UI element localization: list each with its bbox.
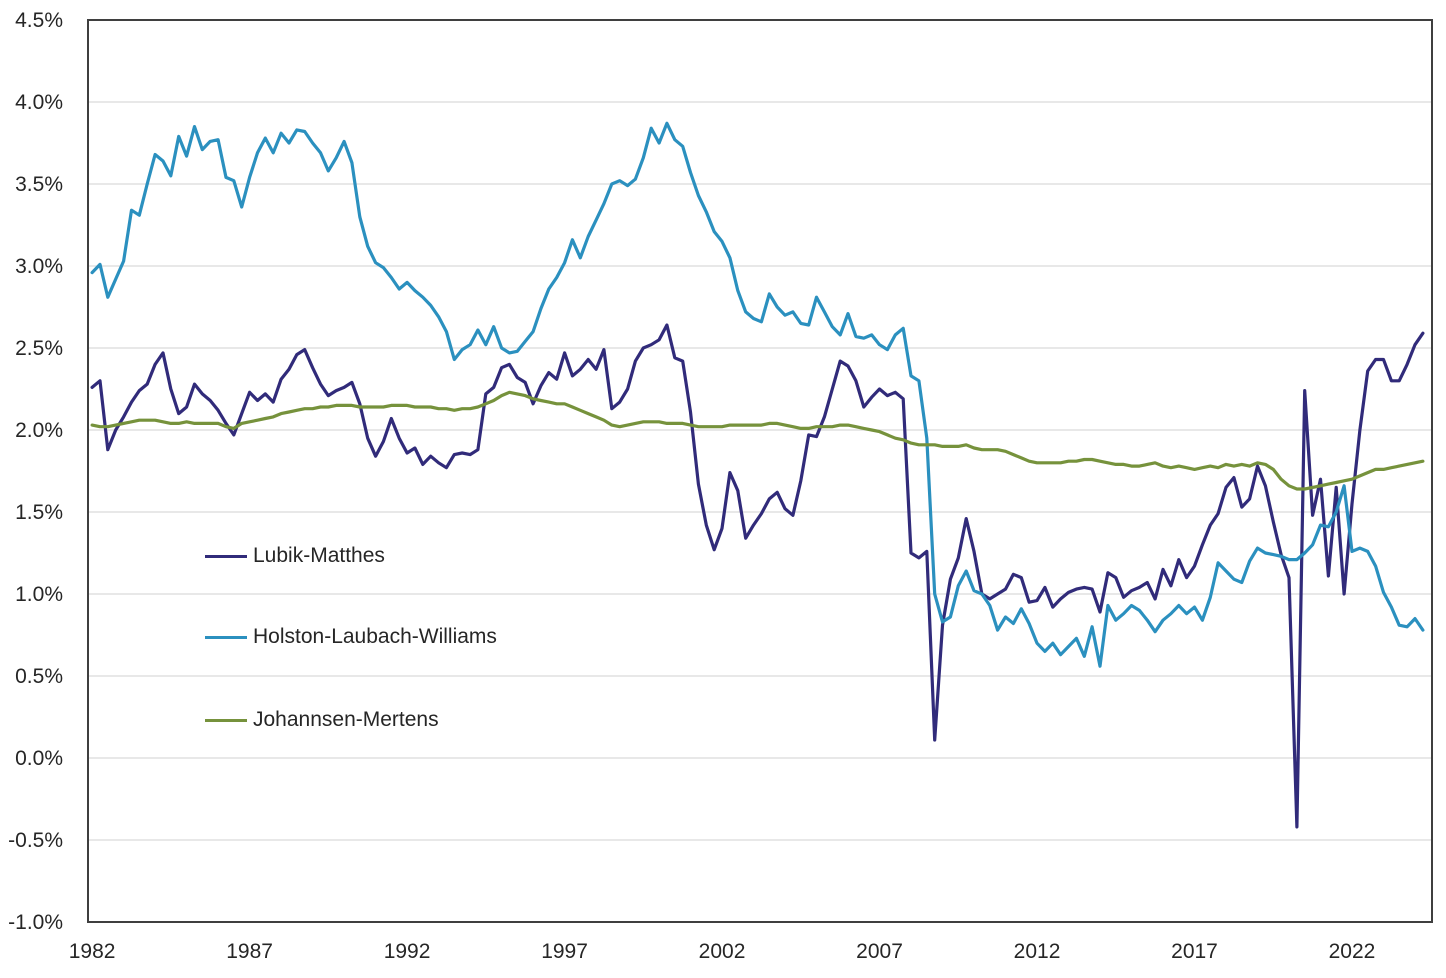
legend-label: Holston-Laubach-Williams [253,625,497,648]
x-tick-label: 1992 [384,940,431,963]
x-tick-label: 1982 [69,940,116,963]
plot-border [87,19,1433,923]
legend-item-lubik-matthes: Lubik-Matthes [205,544,385,568]
y-tick-label: 0.0% [15,747,63,770]
x-tick-label: 2017 [1171,940,1218,963]
y-tick-label: -0.5% [8,829,63,852]
legend-swatch-holston-laubach-williams [205,635,247,639]
series-lines [90,121,1425,829]
legend-swatch-lubik-matthes [205,554,247,558]
x-tick-label: 2007 [856,940,903,963]
y-axis-labels: 4.5% 4.0% 3.5% 3.0% 2.5% 2.0% 1.5% 1.0% 0.5% 0.0%… [8,9,63,934]
series-line-holston-laubach-williams [90,121,1425,668]
x-tick-label: 1997 [541,940,588,963]
legend-swatch-johannsen-mertens [205,718,247,722]
x-tick-label: 2022 [1329,940,1376,963]
legend-label: Lubik-Matthes [253,544,385,567]
x-tick-label: 2002 [699,940,746,963]
x-tick-label: 1987 [226,940,273,963]
y-tick-label: 1.5% [15,501,63,524]
y-tick-label: 4.5% [15,9,63,32]
y-tick-label: 0.5% [15,665,63,688]
y-tick-label: 3.0% [15,255,63,278]
series-line-johannsen-mertens [90,390,1425,491]
y-tick-label: 2.0% [15,419,63,442]
legend-item-holston-laubach-williams: Holston-Laubach-Williams [205,625,497,649]
series-line-lubik-matthes [90,323,1425,829]
y-tick-label: 1.0% [15,583,63,606]
gridlines [88,19,1432,923]
y-tick-label: 3.5% [15,173,63,196]
legend-item-johannsen-mertens: Johannsen-Mertens [205,708,439,732]
x-tick-label: 2012 [1014,940,1061,963]
y-tick-label: -1.0% [8,911,63,934]
x-axis-labels: 1982 1987 1992 1997 2002 2007 2012 2017 2022 [69,940,1376,963]
y-tick-label: 2.5% [15,337,63,360]
y-tick-label: 4.0% [15,91,63,114]
legend-label: Johannsen-Mertens [253,708,439,731]
